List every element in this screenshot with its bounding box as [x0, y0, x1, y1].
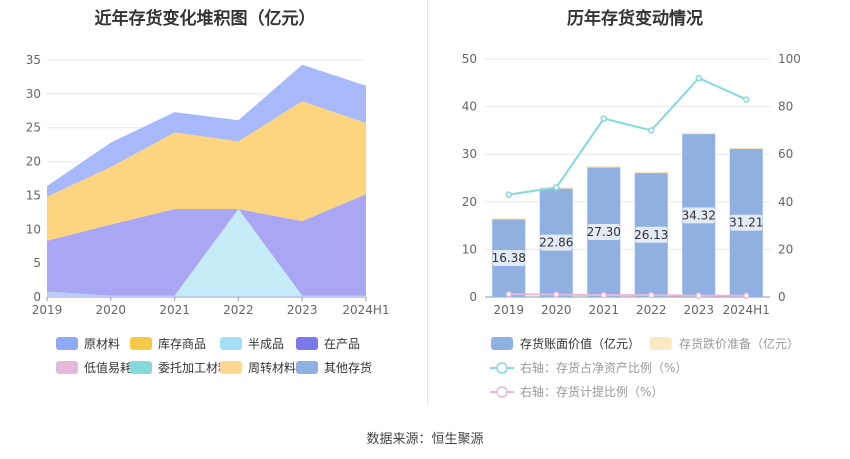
- x-tick-label: 2022: [636, 303, 667, 317]
- bar-label-bg: [587, 224, 620, 241]
- bar-data-label: 22.86: [539, 236, 573, 250]
- bar-data-label: 16.38: [492, 251, 526, 265]
- legend-marker: [496, 386, 508, 398]
- legend-label: 库存商品: [158, 336, 206, 351]
- y2-tick-label: 40: [778, 195, 793, 209]
- y-tick-label: 10: [462, 242, 477, 256]
- legend-swatch: [220, 361, 242, 374]
- bar-data-label: 34.32: [682, 208, 716, 222]
- y-tick-label: 35: [26, 53, 41, 67]
- bar-label-bg: [635, 226, 668, 243]
- x-tick-label: 2019: [32, 303, 63, 317]
- y-tick-label: 20: [26, 155, 41, 169]
- legend-label: 存货跌价准备（亿元）: [679, 336, 799, 351]
- y-tick-label: 0: [33, 290, 41, 304]
- y-tick-label: 40: [462, 100, 477, 114]
- line-point: [505, 191, 512, 198]
- bar-label-bg: [540, 234, 573, 251]
- legend-swatch: [296, 361, 318, 374]
- x-tick-label: 2024H1: [342, 303, 389, 317]
- ratio-line: [508, 76, 747, 196]
- legend-label: 低值易耗品: [84, 360, 144, 375]
- legend-marker: [496, 362, 508, 374]
- reserve-bar: [587, 166, 621, 168]
- line-point: [743, 292, 750, 299]
- legend-swatch: [650, 337, 672, 350]
- y-tick-label: 25: [26, 121, 41, 135]
- area-在产品: [47, 194, 366, 296]
- left-chart-title: 近年存货变化堆积图（亿元）: [94, 9, 316, 29]
- legend-label: 右轴：存货占净资产比例（%）: [520, 360, 687, 375]
- x-tick-label: 2023: [287, 303, 318, 317]
- x-tick-label: 2020: [541, 303, 572, 317]
- y2-tick-label: 100: [778, 52, 801, 66]
- legend-swatch: [130, 337, 152, 350]
- legend-swatch: [220, 337, 242, 350]
- y-tick-label: 20: [462, 195, 477, 209]
- bar-data-label: 31.21: [729, 216, 763, 230]
- y-tick-label: 5: [33, 256, 41, 270]
- area-周转材料: [47, 101, 366, 241]
- bar-data-label: 26.13: [634, 228, 668, 242]
- legend-swatch: [130, 361, 152, 374]
- x-tick-label: 2021: [159, 303, 190, 317]
- right-chart-title: 历年存货变动情况: [567, 9, 703, 29]
- bar-label-bg: [492, 250, 525, 267]
- bar-data-label: 27.30: [587, 225, 621, 239]
- area-其他存货: [47, 64, 366, 197]
- y-tick-label: 15: [26, 188, 41, 202]
- inventory-bar-chart: 0 10 20 30 40 50 0 20 40 60 80 100 2019 2020 2021 2022 2…: [462, 52, 801, 317]
- legend-label: 右轴：存货计提比例（%）: [520, 384, 663, 399]
- legend-swatch: [56, 337, 78, 350]
- y2-tick-label: 60: [778, 147, 793, 161]
- x-tick-label: 2024H1: [723, 303, 770, 317]
- y2-tick-label: 80: [778, 100, 793, 114]
- line-point: [505, 290, 512, 298]
- line-point: [600, 291, 607, 299]
- y-tick-label: 0: [469, 290, 477, 304]
- bar-label-bg: [682, 207, 715, 224]
- legend-label: 半成品: [248, 337, 284, 351]
- data-source: 数据来源：恒生聚源: [366, 432, 484, 447]
- legend-swatch: [491, 337, 513, 350]
- provision-line: [508, 293, 747, 297]
- legend-swatch: [296, 337, 318, 350]
- y-tick-label: 50: [462, 52, 477, 66]
- x-tick-label: 2019: [493, 303, 524, 317]
- y-tick-label: 10: [26, 222, 41, 236]
- reserve-bar: [492, 218, 526, 220]
- inventory-bar-legend: 存货账面价值（亿元） 存货跌价准备（亿元） 右轴：存货占净资产比例（%） 右轴：存货计…: [490, 336, 799, 399]
- y2-tick-label: 0: [778, 290, 786, 304]
- line-point: [600, 115, 607, 122]
- bar-label-bg: [730, 214, 763, 231]
- x-tick-label: 2022: [223, 303, 254, 317]
- line-point: [553, 291, 560, 298]
- legend-label: 其他存货: [324, 360, 372, 375]
- x-tick-label: 2020: [96, 303, 127, 317]
- reserve-bar: [682, 132, 716, 135]
- line-point: [695, 74, 702, 82]
- legend-swatch: [56, 361, 78, 374]
- x-tick-label: 2021: [588, 303, 619, 317]
- legend-label: 委托加工材料: [158, 361, 230, 375]
- reserve-bar: [634, 171, 668, 174]
- line-point: [648, 291, 655, 299]
- panel-divider: [427, 0, 428, 405]
- line-point: [553, 184, 560, 191]
- line-point: [743, 96, 750, 103]
- reserve-bar: [729, 147, 763, 149]
- y-tick-label: 30: [462, 147, 477, 161]
- line-point: [648, 127, 655, 134]
- legend-label: 在产品: [324, 337, 360, 351]
- line-point: [695, 292, 702, 299]
- stacked-area-chart: 0 5 10 15 20 25 30 35 2019 2020 2021 2022 2023 2024H1: [26, 53, 390, 317]
- y2-tick-label: 20: [778, 242, 793, 256]
- legend-label: 存货账面价值（亿元）: [520, 336, 640, 351]
- legend-label: 原材料: [84, 337, 120, 351]
- y-tick-label: 30: [26, 87, 41, 101]
- legend-label: 周转材料: [248, 360, 296, 375]
- x-tick-label: 2023: [683, 303, 714, 317]
